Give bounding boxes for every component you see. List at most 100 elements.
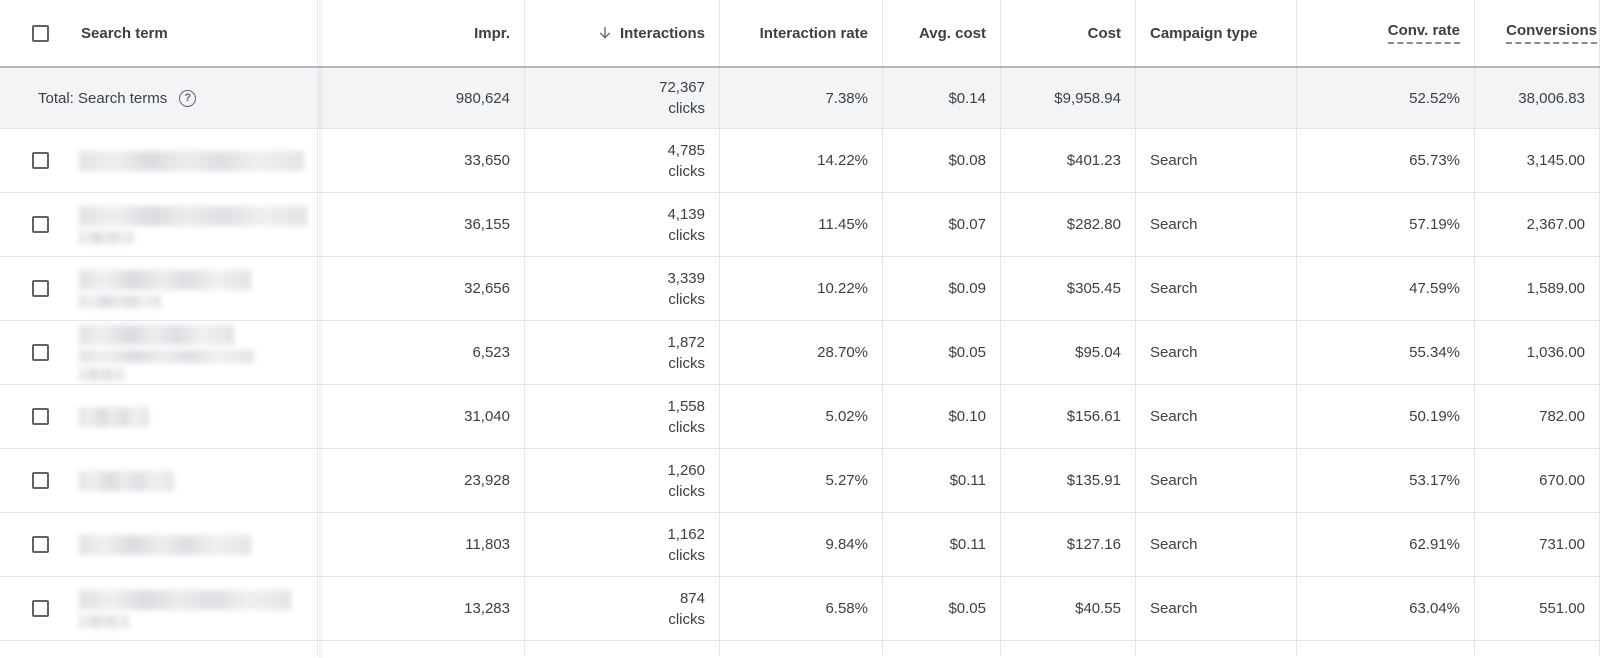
total-cost: $9,958.94	[1001, 68, 1136, 129]
table-body: 33,650 4,785 clicks 14.22% $0.08 $401.23…	[0, 129, 1600, 641]
total-row: Total: Search terms ? 980,624 72,367 cli…	[0, 66, 1600, 129]
table-header-row: Search term Impr. Interactions Interacti…	[0, 0, 1600, 66]
column-header-impressions[interactable]: Impr.	[318, 0, 525, 66]
column-header-interaction-rate[interactable]: Interaction rate	[720, 0, 883, 66]
campaign-type-cell: Search	[1136, 577, 1297, 641]
cost-cell: $127.16	[1001, 513, 1136, 577]
table-row: 32,656 3,339 clicks 10.22% $0.09 $305.45…	[0, 257, 1600, 321]
total-label-cell: Total: Search terms ?	[0, 68, 318, 129]
conversions-cell: 731.00	[1475, 513, 1600, 577]
interaction-rate-cell: 9.84%	[720, 513, 883, 577]
clicks-unit-label: clicks	[668, 98, 705, 119]
campaign-type-cell: Search	[1136, 385, 1297, 449]
avg-cost-cell: $0.10	[883, 385, 1001, 449]
redacted-text-line	[79, 407, 149, 427]
row-checkbox[interactable]	[32, 152, 49, 169]
impressions-cell: 33,650	[318, 129, 525, 193]
redacted-search-term	[79, 148, 304, 173]
interaction-rate-cell: 10.22%	[720, 257, 883, 321]
cost-cell: $305.45	[1001, 257, 1136, 321]
table-row: 23,928 1,260 clicks 5.27% $0.11 $135.91 …	[0, 449, 1600, 513]
interactions-cell: 4,139 clicks	[525, 193, 720, 257]
conv-rate-cell: 62.91%	[1297, 513, 1475, 577]
conversions-cell: 2,367.00	[1475, 193, 1600, 257]
redacted-text-line	[79, 206, 307, 226]
column-header-conversions[interactable]: Conversions	[1475, 0, 1600, 66]
total-avg-cost: $0.14	[883, 68, 1001, 129]
clicks-unit-label: clicks	[668, 417, 705, 438]
row-checkbox[interactable]	[32, 344, 49, 361]
column-header-campaign-type[interactable]: Campaign type	[1136, 0, 1297, 66]
total-impressions: 980,624	[318, 68, 525, 129]
column-header-cost[interactable]: Cost	[1001, 0, 1136, 66]
redacted-text-line	[79, 535, 251, 555]
conversions-cell: 782.00	[1475, 385, 1600, 449]
campaign-type-cell: Search	[1136, 449, 1297, 513]
conversions-cell: 670.00	[1475, 449, 1600, 513]
select-all-checkbox[interactable]	[32, 25, 49, 42]
table-row: 31,040 1,558 clicks 5.02% $0.10 $156.61 …	[0, 385, 1600, 449]
column-header-search-term[interactable]: Search term	[0, 0, 318, 66]
campaign-type-cell: Search	[1136, 193, 1297, 257]
avg-cost-cell: $0.08	[883, 129, 1001, 193]
redacted-search-term	[79, 203, 307, 246]
total-interaction-rate: 7.38%	[720, 68, 883, 129]
interactions-cell: 1,162 clicks	[525, 513, 720, 577]
conv-rate-cell: 57.19%	[1297, 193, 1475, 257]
column-header-avg-cost[interactable]: Avg. cost	[883, 0, 1001, 66]
row-checkbox[interactable]	[32, 280, 49, 297]
avg-cost-cell: $0.05	[883, 321, 1001, 385]
avg-cost-cell: $0.09	[883, 257, 1001, 321]
total-conv-rate: 52.52%	[1297, 68, 1475, 129]
row-checkbox[interactable]	[32, 216, 49, 233]
avg-cost-cell: $0.11	[883, 513, 1001, 577]
conv-rate-cell: 65.73%	[1297, 129, 1475, 193]
interaction-rate-cell: 11.45%	[720, 193, 883, 257]
conversions-cell: 1,589.00	[1475, 257, 1600, 321]
total-campaign-type	[1136, 68, 1297, 129]
interactions-cell: 1,558 clicks	[525, 385, 720, 449]
clicks-unit-label: clicks	[668, 289, 705, 310]
help-icon[interactable]: ?	[179, 90, 196, 107]
redacted-text-line	[79, 325, 234, 345]
interaction-rate-cell: 6.58%	[720, 577, 883, 641]
interactions-cell: 1,260 clicks	[525, 449, 720, 513]
row-checkbox[interactable]	[32, 600, 49, 617]
redacted-text-line	[79, 295, 161, 308]
interaction-rate-cell: 5.27%	[720, 449, 883, 513]
cost-cell: $156.61	[1001, 385, 1136, 449]
redacted-text-line	[79, 270, 251, 290]
redacted-text-line	[79, 151, 304, 171]
total-interactions: 72,367 clicks	[525, 68, 720, 129]
campaign-type-cell: Search	[1136, 321, 1297, 385]
conversions-cell: 1,036.00	[1475, 321, 1600, 385]
table-row: 36,155 4,139 clicks 11.45% $0.07 $282.80…	[0, 193, 1600, 257]
row-checkbox[interactable]	[32, 536, 49, 553]
conv-rate-cell: 55.34%	[1297, 321, 1475, 385]
impressions-cell: 31,040	[318, 385, 525, 449]
search-term-cell	[0, 193, 318, 257]
interaction-rate-cell: 28.70%	[720, 321, 883, 385]
impressions-cell: 13,283	[318, 577, 525, 641]
campaign-type-cell: Search	[1136, 257, 1297, 321]
row-checkbox[interactable]	[32, 408, 49, 425]
search-term-cell	[0, 513, 318, 577]
campaign-type-cell: Search	[1136, 513, 1297, 577]
total-label: Total: Search terms	[38, 90, 167, 107]
clicks-unit-label: clicks	[668, 353, 705, 374]
redacted-text-line	[79, 471, 174, 491]
column-header-conv-rate[interactable]: Conv. rate	[1297, 0, 1475, 66]
column-header-interactions[interactable]: Interactions	[525, 0, 720, 66]
avg-cost-cell: $0.07	[883, 193, 1001, 257]
interactions-cell: 4,785 clicks	[525, 129, 720, 193]
redacted-text-line	[79, 615, 129, 628]
avg-cost-cell: $0.05	[883, 577, 1001, 641]
search-term-cell	[0, 257, 318, 321]
table-row: 13,283 874 clicks 6.58% $0.05 $40.55 Sea…	[0, 577, 1600, 641]
conv-rate-cell: 50.19%	[1297, 385, 1475, 449]
redacted-search-term	[79, 404, 149, 429]
interactions-cell: 3,339 clicks	[525, 257, 720, 321]
cost-cell: $95.04	[1001, 321, 1136, 385]
row-checkbox[interactable]	[32, 472, 49, 489]
impressions-cell: 23,928	[318, 449, 525, 513]
